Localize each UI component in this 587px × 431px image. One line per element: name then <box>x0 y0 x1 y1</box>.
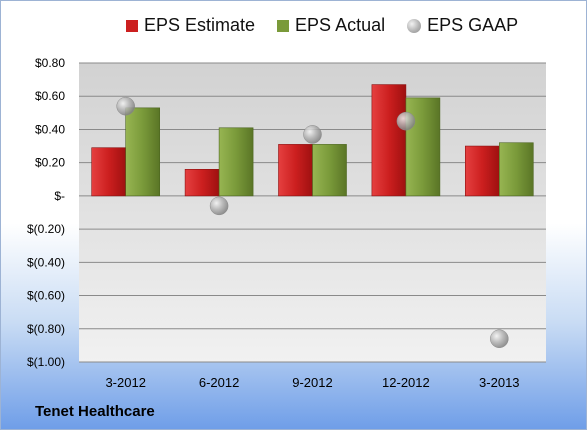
legend-item-gaap: EPS GAAP <box>407 15 518 36</box>
bar-eps-estimate <box>91 147 126 197</box>
legend: EPS Estimate EPS Actual EPS GAAP <box>126 15 518 36</box>
company-name: Tenet Healthcare <box>35 403 155 420</box>
x-tick-label: 6-2012 <box>199 375 239 390</box>
marker-eps-gaap <box>209 196 229 216</box>
x-tick-label: 9-2012 <box>292 375 332 390</box>
legend-item-estimate: EPS Estimate <box>126 15 255 36</box>
y-tick-label: $0.20 <box>35 156 65 170</box>
y-tick-label: $0.80 <box>35 56 65 70</box>
estimate-swatch <box>126 19 138 32</box>
bar-eps-actual <box>405 97 441 197</box>
y-tick-label: $(0.80) <box>27 322 65 336</box>
legend-label-estimate: EPS Estimate <box>144 15 256 35</box>
actual-swatch <box>277 19 290 32</box>
bar-eps-estimate <box>278 144 313 197</box>
legend-label-actual: EPS Actual <box>295 15 386 35</box>
x-tick-label: 3-2012 <box>105 375 145 390</box>
y-tick-label: $(1.00) <box>27 355 65 369</box>
bar-eps-actual <box>498 142 534 197</box>
bar-eps-actual <box>125 107 160 197</box>
x-tick-label: 12-2012 <box>382 375 430 390</box>
gaap-marker-icon <box>407 18 422 33</box>
bar-eps-actual <box>312 144 347 197</box>
y-tick-label: $(0.40) <box>27 255 65 269</box>
marker-eps-gaap <box>490 329 509 348</box>
bar-eps-estimate <box>464 145 500 197</box>
y-tick-label: $0.60 <box>35 89 65 103</box>
bar-eps-estimate <box>371 84 407 197</box>
bar-eps-actual <box>218 127 254 197</box>
legend-item-actual: EPS Actual <box>277 15 385 36</box>
x-tick-label: 3-2013 <box>479 375 519 390</box>
y-tick-label: $(0.60) <box>27 289 65 303</box>
y-tick-label: $(0.20) <box>27 222 65 236</box>
y-tick-label: $- <box>54 189 65 203</box>
legend-label-gaap: EPS GAAP <box>427 15 519 35</box>
y-tick-label: $0.40 <box>35 122 65 136</box>
marker-eps-gaap <box>303 125 322 144</box>
marker-eps-gaap <box>116 96 135 116</box>
marker-eps-gaap <box>396 111 416 131</box>
bar-eps-estimate <box>184 169 220 197</box>
